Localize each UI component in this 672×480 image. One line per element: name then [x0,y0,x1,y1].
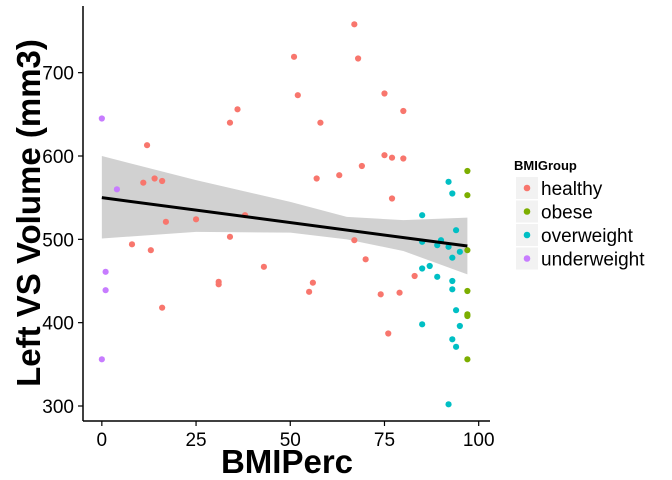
data-point-overweight [434,273,441,280]
data-point-overweight [452,307,460,314]
data-point-overweight [419,321,426,328]
data-point-healthy [309,279,316,286]
data-point-underweight [102,287,109,294]
data-point-healthy [151,175,158,182]
data-point-healthy [381,152,388,159]
data-point-overweight [456,322,463,330]
data-point-healthy [317,119,324,126]
data-point-healthy [411,272,418,280]
legend-swatch-underweight [523,255,531,262]
x-tick-label: 100 [463,430,495,451]
legend-title: BMIGroup [514,158,577,173]
data-point-healthy [162,218,170,225]
legend-swatch-healthy [523,184,531,192]
data-point-healthy [400,107,407,115]
data-point-overweight [419,212,426,219]
data-point-healthy [377,291,384,298]
data-point-healthy [215,281,222,288]
data-point-overweight [456,248,463,255]
data-point-healthy [260,263,267,270]
data-point-healthy [336,172,343,179]
confidence-band [101,156,468,275]
trend-line [101,196,468,248]
data-point-healthy [396,289,403,296]
y-axis-title: Left VS Volume (mm3) [10,39,47,387]
data-point-healthy [313,175,320,182]
data-point-obese [464,192,471,199]
data-point-healthy [234,106,241,113]
data-point-healthy [192,216,200,223]
data-point-underweight [102,268,109,275]
data-point-underweight [113,186,121,193]
data-point-healthy [388,195,396,202]
legend-label-healthy: healthy [541,179,603,200]
data-point-healthy [143,142,151,149]
data-point-healthy [385,330,392,337]
legend-swatch-overweight [523,231,531,239]
legend-label-overweight: overweight [541,226,634,247]
data-point-overweight [449,277,456,285]
axes-layer [78,6,490,426]
legend-label-underweight: underweight [541,250,645,271]
points-layer [98,21,471,408]
data-point-healthy [362,256,369,263]
y-tick-label: 300 [42,397,74,418]
data-point-overweight [445,178,452,185]
data-point-obese [464,247,471,254]
confidence-band-layer [101,156,468,275]
data-point-underweight [98,356,105,363]
x-tick-label: 0 [97,430,108,451]
data-point-healthy [306,288,313,295]
data-point-healthy [388,154,396,161]
x-tick-label: 75 [374,430,395,451]
data-point-obese [464,356,471,363]
data-point-healthy [226,119,234,126]
x-axis-title: BMIPerc [221,443,353,480]
data-point-obese [464,167,471,175]
data-point-healthy [128,241,136,248]
data-point-healthy [147,247,154,254]
data-point-overweight [449,336,456,343]
y-tick-label: 600 [42,147,74,168]
data-point-healthy [294,92,301,99]
data-point-healthy [400,155,407,162]
data-point-healthy [355,55,362,62]
legend-label-obese: obese [541,203,593,224]
data-point-overweight [419,265,426,272]
data-point-healthy [351,21,358,28]
data-point-obese [464,287,471,295]
data-point-overweight [449,286,456,293]
x-tick-label: 25 [185,430,206,451]
data-point-overweight [445,243,452,250]
data-point-underweight [98,115,105,122]
data-point-healthy [140,179,147,186]
data-point-healthy [381,90,388,97]
data-point-healthy [358,162,365,170]
data-point-overweight [452,343,460,350]
data-point-healthy [159,304,166,311]
y-tick-label: 500 [42,230,74,251]
data-point-overweight [452,227,460,234]
data-point-healthy [226,233,234,240]
tick-labels-layer: 0 25 50 75 100 300 400 500 600 700 [42,64,494,451]
x-tick-label: 50 [280,430,301,451]
data-point-overweight [449,190,456,197]
data-point-overweight [426,262,433,270]
legend-swatch-obese [523,208,531,215]
data-point-obese [464,312,471,320]
data-point-overweight [445,401,452,408]
data-point-healthy [351,237,358,244]
data-point-healthy [290,53,298,60]
data-point-healthy [159,177,166,185]
data-point-overweight [449,254,456,261]
y-tick-label: 400 [42,314,74,335]
y-tick-label: 700 [42,64,74,85]
trend-line-layer [101,196,468,248]
